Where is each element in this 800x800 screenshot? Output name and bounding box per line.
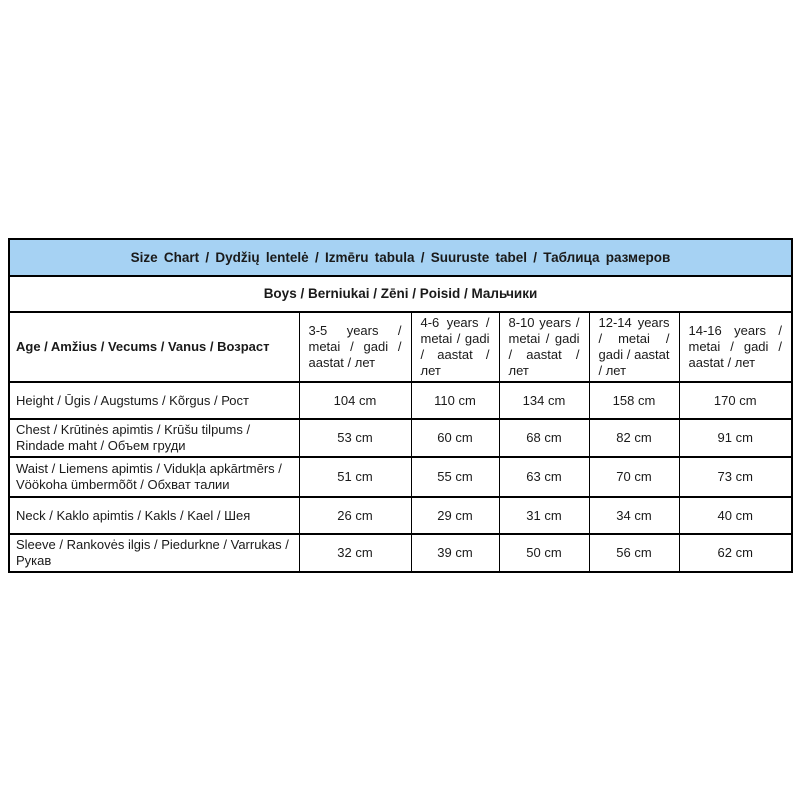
boys-section-header: Boys / Berniukai / Zēni / Poisid / Мальч…: [8, 275, 793, 313]
age-column-header-4: 12-14 years / metai / gadi / aastat / ле…: [588, 311, 680, 383]
measurement-value: 73 cm: [678, 456, 793, 498]
measurement-value: 104 cm: [298, 381, 412, 420]
measurement-row-label-chest: Chest / Krūtinės apimtis / Krūšu tilpums…: [8, 418, 300, 458]
measurement-value: 53 cm: [298, 418, 412, 458]
measurement-value: 134 cm: [498, 381, 590, 420]
age-column-header-2: 4-6 years / metai / gadi / aastat / лет: [410, 311, 500, 383]
measurement-value: 55 cm: [410, 456, 500, 498]
measurement-row-label-sleeve: Sleeve / Rankovės ilgis / Piedurkne / Va…: [8, 533, 300, 573]
measurement-value: 31 cm: [498, 496, 590, 535]
measurement-value: 70 cm: [588, 456, 680, 498]
age-row-label: Age / Amžius / Vecums / Vanus / Возраст: [8, 311, 300, 383]
measurement-value: 51 cm: [298, 456, 412, 498]
age-column-header-5: 14-16 years / metai / gadi / aastat / ле…: [678, 311, 793, 383]
measurement-row-label-neck: Neck / Kaklo apimtis / Kakls / Kael / Ше…: [8, 496, 300, 535]
measurement-value: 110 cm: [410, 381, 500, 420]
table-row-waist: Waist / Liemens apimtis / Vidukļa apkārt…: [8, 456, 793, 498]
measurement-row-label-waist: Waist / Liemens apimtis / Vidukļa apkārt…: [8, 456, 300, 498]
measurement-value: 82 cm: [588, 418, 680, 458]
table-row-chest: Chest / Krūtinės apimtis / Krūšu tilpums…: [8, 418, 793, 458]
table-row-sleeve: Sleeve / Rankovės ilgis / Piedurkne / Va…: [8, 533, 793, 573]
age-header-row: Age / Amžius / Vecums / Vanus / Возраст …: [8, 311, 793, 383]
title-row: Size Chart / Dydžių lentelė / Izmēru tab…: [8, 238, 793, 277]
size-chart-title: Size Chart / Dydžių lentelė / Izmēru tab…: [8, 238, 793, 277]
measurement-value: 62 cm: [678, 533, 793, 573]
measurement-value: 39 cm: [410, 533, 500, 573]
measurement-value: 40 cm: [678, 496, 793, 535]
age-column-header-3: 8-10 years / metai / gadi / aastat / лет: [498, 311, 590, 383]
measurement-value: 63 cm: [498, 456, 590, 498]
measurement-value: 170 cm: [678, 381, 793, 420]
subtitle-row: Boys / Berniukai / Zēni / Poisid / Мальч…: [8, 275, 793, 313]
measurement-value: 158 cm: [588, 381, 680, 420]
table-row-neck: Neck / Kaklo apimtis / Kakls / Kael / Ше…: [8, 496, 793, 535]
measurement-value: 29 cm: [410, 496, 500, 535]
measurement-value: 68 cm: [498, 418, 590, 458]
measurement-value: 91 cm: [678, 418, 793, 458]
age-column-header-1: 3-5 years / metai / gadi / aastat / лет: [298, 311, 412, 383]
table-row-height: Height / Ūgis / Augstums / Kõrgus / Рост…: [8, 381, 793, 420]
size-chart-table: Size Chart / Dydžių lentelė / Izmēru tab…: [8, 238, 793, 573]
measurement-value: 60 cm: [410, 418, 500, 458]
size-chart-sheet: Size Chart / Dydžių lentelė / Izmēru tab…: [8, 238, 793, 573]
measurement-value: 32 cm: [298, 533, 412, 573]
measurement-value: 26 cm: [298, 496, 412, 535]
measurement-row-label-height: Height / Ūgis / Augstums / Kõrgus / Рост: [8, 381, 300, 420]
measurement-value: 50 cm: [498, 533, 590, 573]
measurement-value: 34 cm: [588, 496, 680, 535]
measurement-value: 56 cm: [588, 533, 680, 573]
